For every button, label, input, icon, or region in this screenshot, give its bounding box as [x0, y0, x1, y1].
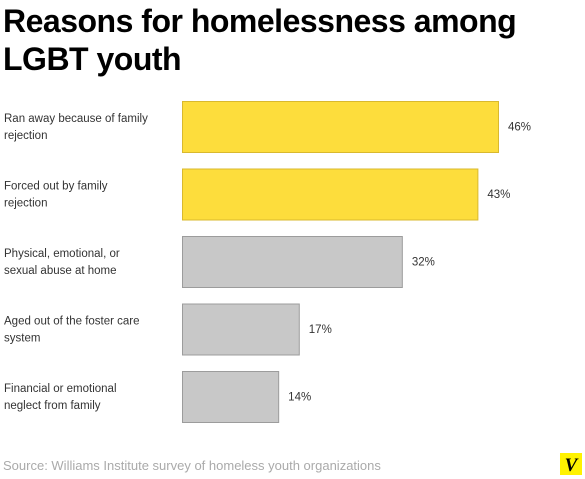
source-note: Source: Williams Institute survey of hom…: [3, 458, 381, 473]
bar-5: [182, 371, 280, 423]
value-label-2: 43%: [487, 189, 510, 201]
category-label-1: Ran away because of family rejection: [4, 113, 148, 142]
value-label-1: 46%: [508, 122, 531, 134]
category-label-2: Forced out by family rejection: [4, 181, 108, 210]
chart-title: Reasons for homelessness among LGBT yout…: [3, 3, 517, 77]
value-label-5: 14%: [288, 392, 311, 404]
category-label-5: Financial or emotional neglect from famil…: [4, 383, 117, 412]
value-label-4: 17%: [309, 324, 332, 336]
category-label-4: Aged out of the foster care system: [4, 316, 140, 345]
vox-logo-letter: V: [565, 455, 579, 475]
bar-2: [182, 168, 479, 221]
bar-1: [182, 101, 499, 153]
value-label-3: 32%: [412, 257, 435, 269]
bar-3: [182, 236, 403, 288]
vox-v-logo-icon: V: [560, 453, 582, 475]
bar-4: [182, 303, 300, 356]
category-label-3: Physical, emotional, or sexual abuse at h…: [4, 248, 120, 277]
